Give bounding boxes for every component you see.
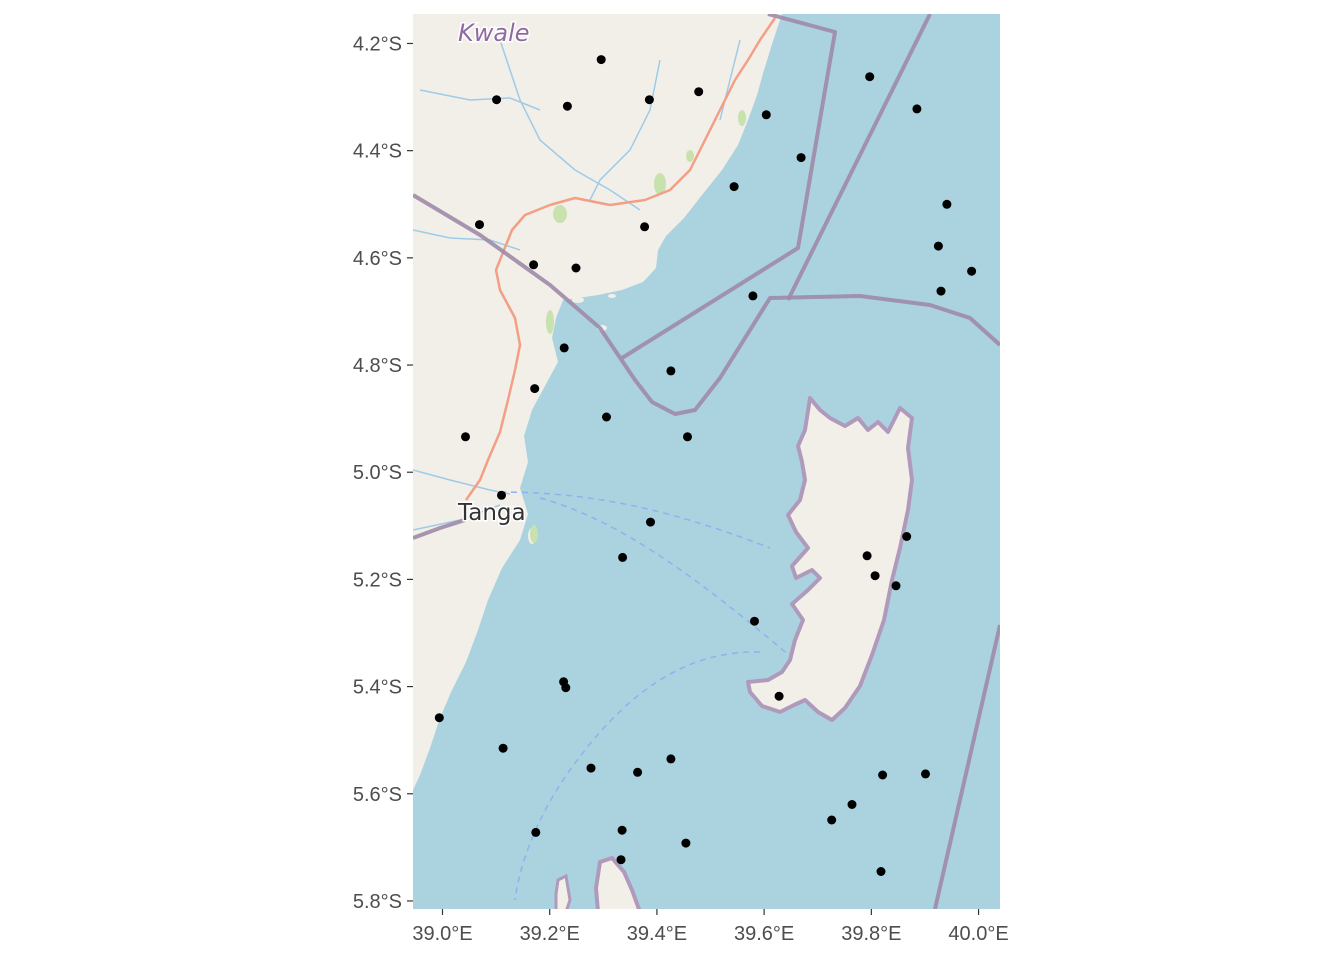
- data-point: [942, 199, 952, 209]
- data-point: [862, 551, 872, 561]
- data-point: [602, 412, 611, 422]
- data-point: [571, 263, 581, 273]
- data-point: [640, 222, 650, 232]
- x-tick-label: 39.4°E: [627, 923, 687, 945]
- x-tick-label: 39.6°E: [734, 923, 794, 945]
- data-point: [644, 95, 654, 105]
- data-point: [492, 95, 502, 105]
- x-tick-label: 40.0°E: [948, 923, 1008, 945]
- data-point: [562, 101, 572, 111]
- data-point: [936, 286, 946, 296]
- data-point: [870, 571, 880, 581]
- data-point: [596, 55, 606, 65]
- place-label-tanga: Tanga: [457, 500, 526, 526]
- data-point: [529, 260, 539, 270]
- ferry-routes: [499, 491, 791, 901]
- data-point: [876, 867, 886, 876]
- x-axis: 39.0°E 39.2°E 39.4°E 39.6°E 39.8°E 40.0°E: [412, 909, 1009, 945]
- data-point: [666, 366, 676, 376]
- data-point: [683, 432, 692, 442]
- data-point: [666, 754, 676, 764]
- data-point: [633, 767, 643, 777]
- data-point: [646, 517, 655, 527]
- data-point: [750, 616, 759, 626]
- data-point: [498, 743, 508, 753]
- data-point: [827, 815, 837, 825]
- survey-points: [434, 55, 977, 876]
- x-tick-label: 39.0°E: [412, 923, 472, 945]
- map-panel: [413, 14, 1000, 909]
- data-point: [531, 827, 541, 837]
- y-tick-label: 5.0°S: [353, 462, 402, 484]
- data-point: [559, 343, 569, 353]
- data-point: [618, 552, 628, 562]
- data-point: [475, 220, 484, 230]
- southern-islet: [554, 873, 572, 909]
- data-point: [681, 838, 691, 848]
- data-point: [967, 266, 977, 276]
- southern-island: [593, 855, 642, 909]
- data-point: [902, 532, 912, 541]
- data-point: [933, 241, 943, 251]
- data-point: [617, 825, 627, 835]
- y-tick-label: 4.6°S: [353, 248, 402, 270]
- x-tick-label: 39.8°E: [841, 923, 901, 945]
- boundary-lines: [413, 14, 1000, 909]
- roads: [464, 17, 777, 501]
- y-tick-label: 5.6°S: [353, 784, 402, 806]
- data-point: [912, 104, 922, 114]
- y-tick-label: 5.2°S: [353, 569, 402, 591]
- data-point: [921, 769, 930, 779]
- data-point: [748, 291, 758, 301]
- green-areas: [530, 110, 746, 543]
- data-point: [616, 855, 626, 865]
- data-point: [878, 770, 888, 780]
- y-axis: 4.2°S 4.4°S 4.6°S 4.8°S 5.0°S 5.2°S 5.4°S 5.6°S…: [353, 33, 413, 913]
- data-point: [729, 182, 739, 192]
- y-tick-label: 5.8°S: [353, 891, 402, 913]
- y-tick-label: 4.2°S: [353, 33, 402, 55]
- data-point: [694, 87, 704, 97]
- data-point: [434, 713, 444, 723]
- y-tick-label: 4.4°S: [353, 141, 402, 163]
- data-point: [796, 153, 806, 163]
- data-point: [761, 110, 771, 120]
- place-label-kwale: Kwale: [458, 19, 530, 47]
- data-point: [461, 432, 470, 442]
- data-point: [774, 691, 784, 701]
- y-tick-label: 5.4°S: [353, 677, 402, 699]
- data-point: [865, 72, 875, 82]
- data-point: [561, 683, 571, 693]
- pemba-island: [746, 396, 914, 722]
- x-tick-label: 39.2°E: [520, 923, 580, 945]
- data-point: [586, 763, 596, 773]
- data-point: [891, 581, 901, 591]
- data-point: [530, 384, 540, 394]
- data-point: [847, 800, 857, 809]
- y-tick-label: 4.8°S: [353, 355, 402, 377]
- data-point: [497, 490, 506, 500]
- mainland-landmass: [413, 14, 782, 790]
